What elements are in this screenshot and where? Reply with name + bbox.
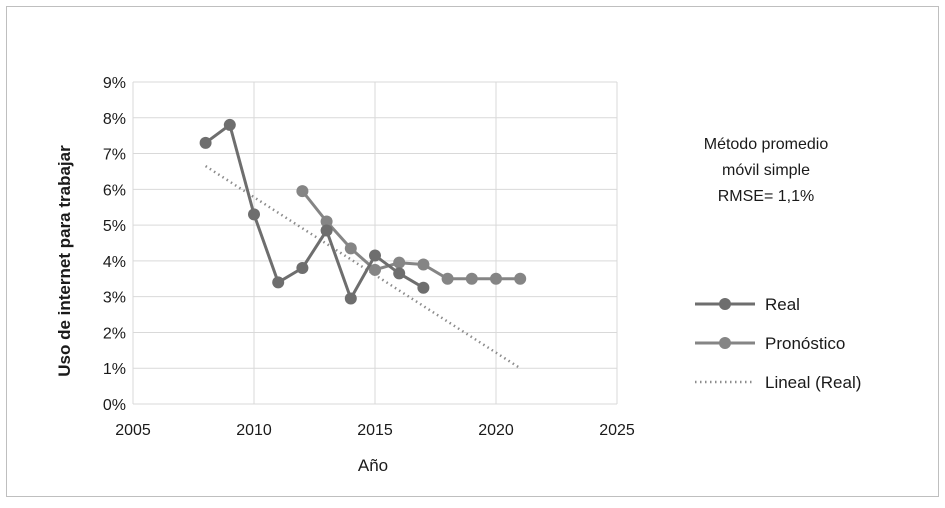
legend-label-real: Real [765,295,800,314]
data-point-pron-stico [393,256,406,269]
data-point-real [369,249,381,262]
data-point-pron-stico [417,258,430,271]
data-point-pron-stico [344,242,357,255]
y-tick-label: 9% [103,75,126,92]
series-line-pron-stico [301,190,521,281]
series-line-real [204,123,425,300]
data-point-real [296,262,309,275]
x-tick-label: 2010 [236,422,272,439]
y-axis-label: Uso de internet para trabajar [55,145,74,377]
y-tick-label: 7% [103,147,126,164]
data-point-real [344,292,357,305]
x-tick-label: 2020 [478,422,514,439]
data-point-real [272,276,285,289]
annotation-line-2: móvil simple [722,162,810,179]
tick-labels: 0% 1% 2% 3% 4% 5% 6% 7% 8% 9% 2005 2010 2015 2020 2025 [103,75,635,439]
data-point-real [199,136,212,149]
gridlines [132,81,618,405]
legend-label-lineal-real: Lineal (Real) [765,373,861,392]
data-point-pron-stico [320,215,333,228]
y-tick-label: 1% [103,361,126,378]
y-tick-label: 8% [103,111,126,128]
x-tick-label: 2015 [357,422,393,439]
data-point-pron-stico [441,272,454,285]
data-point-real [248,208,260,221]
x-tick-label: 2025 [599,422,635,439]
legend-label-pron-stico: Pronóstico [765,334,845,353]
data-point-pron-stico [369,263,381,276]
data-point-real [320,224,333,237]
y-tick-label: 2% [103,325,126,342]
data-point-pron-stico [514,272,527,285]
x-axis-label: Año [358,456,388,475]
x-tick-label: 2005 [115,422,151,439]
annotation: Método promedio móvil simple RMSE= 1,1% [704,136,829,205]
legend-marker-real [719,298,731,310]
y-tick-label: 5% [103,218,126,235]
data-point-real [393,267,406,280]
y-tick-label: 0% [103,397,126,414]
data-point-pron-stico [490,272,502,285]
y-tick-label: 6% [103,182,126,199]
series-layer [199,118,527,370]
y-tick-label: 3% [103,290,126,307]
y-tick-label: 4% [103,254,126,271]
chart-border [6,6,939,497]
annotation-line-3: RMSE= 1,1% [718,188,814,205]
data-point-real [417,281,430,294]
annotation-line-1: Método promedio [704,136,829,153]
legend: Real Pronóstico Lineal (Real) [695,295,861,392]
data-point-pron-stico [465,272,478,285]
data-point-real [223,118,236,131]
legend-marker-pron-stico [719,337,731,349]
data-point-pron-stico [296,185,309,198]
